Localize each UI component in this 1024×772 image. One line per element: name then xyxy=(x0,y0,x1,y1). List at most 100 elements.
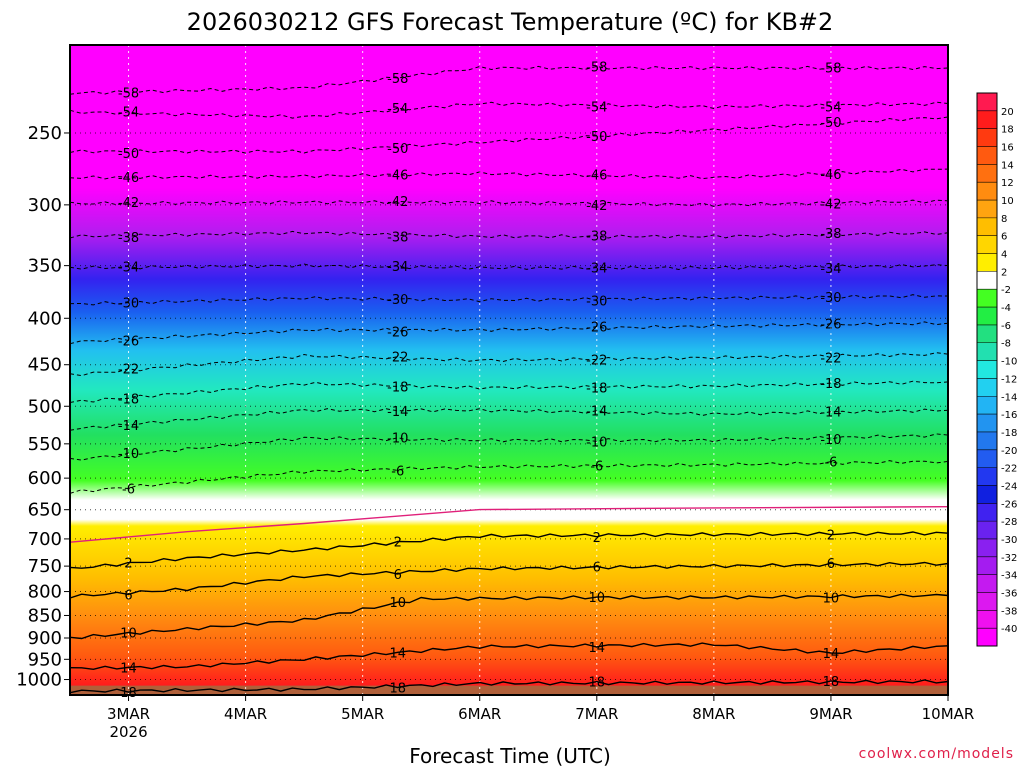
colorbar-label: -36 xyxy=(1001,588,1017,599)
colorbar-swatch xyxy=(977,235,997,255)
colorbar-label: -38 xyxy=(1001,606,1017,617)
colorbar-label: 14 xyxy=(1001,160,1014,171)
isotherm-label: -14 xyxy=(586,405,607,420)
x-tick-label: 7MAR xyxy=(575,705,618,723)
isotherm-label: -46 xyxy=(820,168,841,183)
x-tick-label: 8MAR xyxy=(692,705,735,723)
isotherm-label: 18 xyxy=(823,675,840,690)
y-tick-label: 350 xyxy=(28,256,62,277)
isotherm-label: -14 xyxy=(820,406,841,421)
isotherm-line xyxy=(69,230,949,239)
colorbar-swatch xyxy=(977,128,997,148)
isotherm-label: 14 xyxy=(589,641,606,656)
isotherm-label: 2 xyxy=(124,556,132,571)
y-tick-label: 750 xyxy=(28,556,62,577)
colorbar-label: -28 xyxy=(1001,517,1017,528)
credit-text: coolwx.com/models xyxy=(859,746,1014,762)
isotherm-label: 6 xyxy=(124,588,132,603)
colorbar-label: -4 xyxy=(1001,303,1011,314)
colorbar-swatch xyxy=(977,164,997,183)
colorbar-label: -18 xyxy=(1001,428,1017,439)
colorbar-label: 12 xyxy=(1001,178,1014,189)
x-tick-label: 6MAR xyxy=(458,705,501,723)
x-tick-label: 10MAR xyxy=(922,705,975,723)
y-tick-label: 250 xyxy=(28,123,62,144)
isotherm-label: -10 xyxy=(118,447,139,462)
isotherm-label: -26 xyxy=(820,317,841,332)
y-tick-label: 500 xyxy=(28,396,62,417)
colorbar-swatch xyxy=(977,342,997,362)
y-tick-label: 900 xyxy=(28,628,62,649)
isotherm-line xyxy=(69,531,949,569)
colorbar-frame xyxy=(976,92,998,647)
colorbar-swatch xyxy=(977,110,997,130)
isotherm-label: 6 xyxy=(593,560,601,575)
isotherm-label: -10 xyxy=(387,432,408,447)
isotherm-line xyxy=(69,433,949,461)
isotherm-label: -50 xyxy=(118,147,139,162)
zero-degree-line xyxy=(69,506,949,543)
isotherm-label: -14 xyxy=(387,405,408,420)
isotherm-label: 10 xyxy=(390,596,407,611)
y-tick-label: 550 xyxy=(28,434,62,455)
isotherm-line xyxy=(69,561,949,599)
isotherm-label: 6 xyxy=(827,557,835,572)
colorbar-swatch xyxy=(977,574,997,593)
colorbar-label: 4 xyxy=(1001,250,1007,261)
isotherm-label: -22 xyxy=(820,351,841,366)
isotherm-label: 18 xyxy=(120,686,137,701)
isotherm-label: -46 xyxy=(387,168,408,183)
x-axis-label: Forecast Time (UTC) xyxy=(409,744,611,768)
colorbar-label: -6 xyxy=(1001,321,1011,332)
isotherm-label: -58 xyxy=(118,87,139,102)
colorbar-swatch xyxy=(977,556,997,576)
colorbar-label: -22 xyxy=(1001,464,1017,475)
isotherm-line xyxy=(69,593,949,640)
isotherm-label: -50 xyxy=(586,130,607,145)
isotherm-line xyxy=(69,380,949,403)
isotherm-label: -54 xyxy=(820,101,841,116)
isotherm-label: -18 xyxy=(387,380,408,395)
isotherm-label: 10 xyxy=(823,592,840,607)
isotherm-label: -10 xyxy=(820,433,841,448)
isotherm-label: -26 xyxy=(387,325,408,340)
y-tick-label: 850 xyxy=(28,605,62,626)
x-tick-label: 3MAR xyxy=(107,705,150,723)
isotherm-label: -54 xyxy=(586,100,607,115)
isotherm-label: -22 xyxy=(387,351,408,366)
colorbar-swatch xyxy=(977,538,997,558)
isotherm-label: 18 xyxy=(390,682,407,697)
y-tick-label: 600 xyxy=(28,468,62,489)
isotherm-label: -58 xyxy=(387,72,408,87)
colorbar-label: -24 xyxy=(1001,481,1017,492)
x-tick-label: 5MAR xyxy=(341,705,384,723)
isotherm-line xyxy=(69,65,949,95)
isotherm-label: -58 xyxy=(586,60,607,75)
isotherm-label: -42 xyxy=(387,195,408,210)
isotherm-label: 14 xyxy=(390,646,407,661)
isotherm-label: -34 xyxy=(820,262,841,277)
isotherm-line xyxy=(69,199,949,207)
y-tick-label: 700 xyxy=(28,529,62,550)
isotherm-label: -6 xyxy=(122,482,135,497)
isotherm-label: 6 xyxy=(394,568,402,583)
colorbar-swatch xyxy=(977,217,997,237)
colorbar-swatch xyxy=(977,289,997,308)
isotherm-label: -34 xyxy=(387,260,408,275)
y-tick-label: 950 xyxy=(28,649,62,670)
colorbar-label: -34 xyxy=(1001,571,1017,582)
isotherm-label: -34 xyxy=(118,260,139,275)
colorbar-label: -8 xyxy=(1001,339,1011,350)
colorbar-label: 18 xyxy=(1001,125,1014,136)
isotherm-label: -6 xyxy=(824,456,837,471)
isotherm-line xyxy=(69,101,949,119)
colorbar-swatch xyxy=(977,485,997,504)
isotherm-label: 14 xyxy=(120,661,137,676)
colorbar-label: 16 xyxy=(1001,143,1014,154)
colorbar-label: 8 xyxy=(1001,214,1007,225)
colorbar-swatch xyxy=(977,146,997,165)
isotherm-contours: -58-58-58 -58-54 -54 -54 -54-50 -50-50-50-46-… xyxy=(69,60,949,701)
colorbar-swatch xyxy=(977,521,997,540)
isotherm-label: 10 xyxy=(120,626,137,641)
isotherm-label: -54 xyxy=(387,102,408,117)
